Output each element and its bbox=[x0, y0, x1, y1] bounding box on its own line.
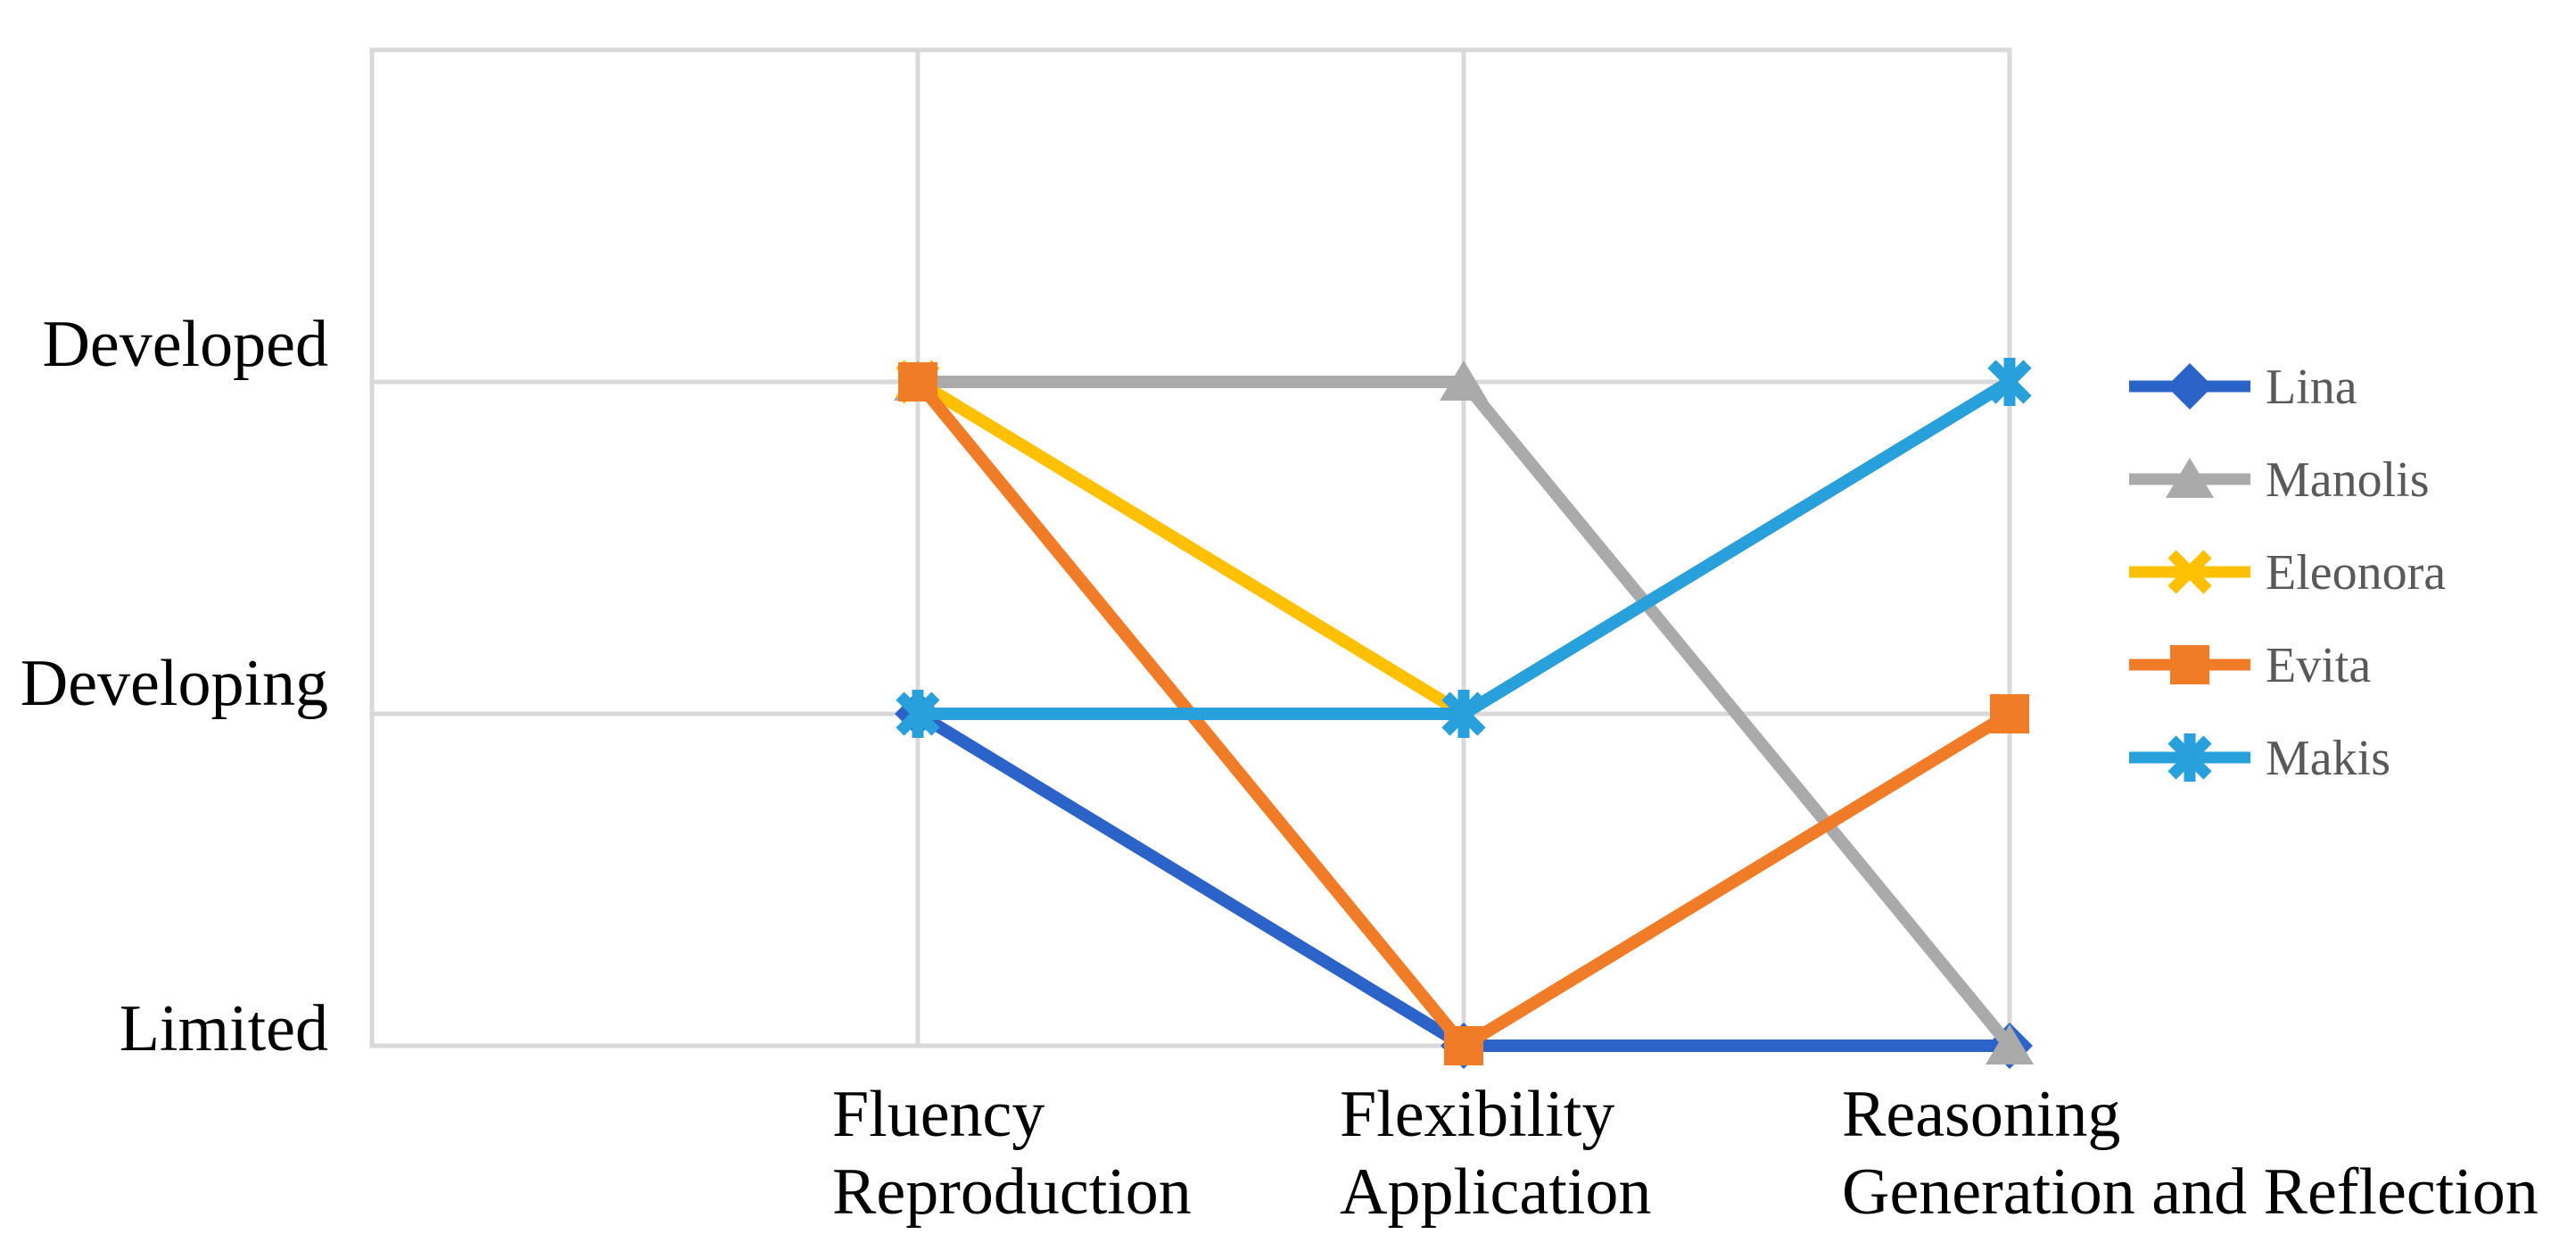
y-tick-label-limited: Limited bbox=[120, 992, 328, 1065]
legend: Lina Manolis Eleonora Evita Makis bbox=[2266, 360, 2446, 786]
series-makis-asterisk-marker bbox=[1987, 358, 2032, 406]
legend-label-lina: Lina bbox=[2266, 360, 2357, 415]
y-axis-labels: Developed Developing Limited bbox=[21, 308, 328, 1065]
legend-label-eleonora: Eleonora bbox=[2266, 545, 2446, 601]
legend-symbol-eleonora-x-marker bbox=[2167, 550, 2212, 594]
x-axis-labels: Fluency Reproduction Flexibility Applica… bbox=[832, 1078, 2539, 1229]
legend-label-manolis: Manolis bbox=[2266, 452, 2430, 508]
legend-label-makis: Makis bbox=[2266, 731, 2390, 786]
series-manolis-triangle-marker bbox=[1440, 360, 1488, 401]
legend-symbol-manolis-triangle-marker bbox=[2166, 458, 2214, 498]
series-makis-asterisk-marker bbox=[1441, 690, 1486, 738]
legend-symbol-makis-asterisk-marker bbox=[2167, 733, 2212, 782]
series-makis-asterisk-marker bbox=[896, 690, 940, 738]
legend-symbol-evita-square-marker bbox=[2170, 645, 2209, 684]
legend-symbol-lina-diamond-marker bbox=[2167, 363, 2213, 410]
x-tick-label-reasoning-line2: Generation and Reflection bbox=[1842, 1155, 2539, 1229]
series-evita-square-marker bbox=[1990, 694, 2029, 733]
legend-symbols bbox=[2129, 363, 2250, 782]
x-tick-label-reasoning-line1: Reasoning bbox=[1842, 1078, 2120, 1151]
x-tick-label-flexibility-line1: Flexibility bbox=[1340, 1078, 1614, 1151]
x-tick-label-fluency-line1: Fluency bbox=[832, 1078, 1044, 1151]
series-evita-square-marker bbox=[898, 362, 937, 402]
legend-label-evita: Evita bbox=[2266, 638, 2371, 693]
x-tick-label-flexibility-line2: Application bbox=[1340, 1155, 1651, 1229]
x-tick-label-fluency-line2: Reproduction bbox=[832, 1155, 1192, 1229]
y-tick-label-developing: Developing bbox=[21, 647, 328, 720]
series-layer bbox=[894, 358, 2034, 1069]
series-evita-square-marker bbox=[1444, 1026, 1483, 1065]
series-manolis-triangle-marker bbox=[1986, 1024, 2034, 1064]
plot-border bbox=[369, 47, 2012, 1048]
y-tick-label-developed: Developed bbox=[42, 308, 328, 381]
